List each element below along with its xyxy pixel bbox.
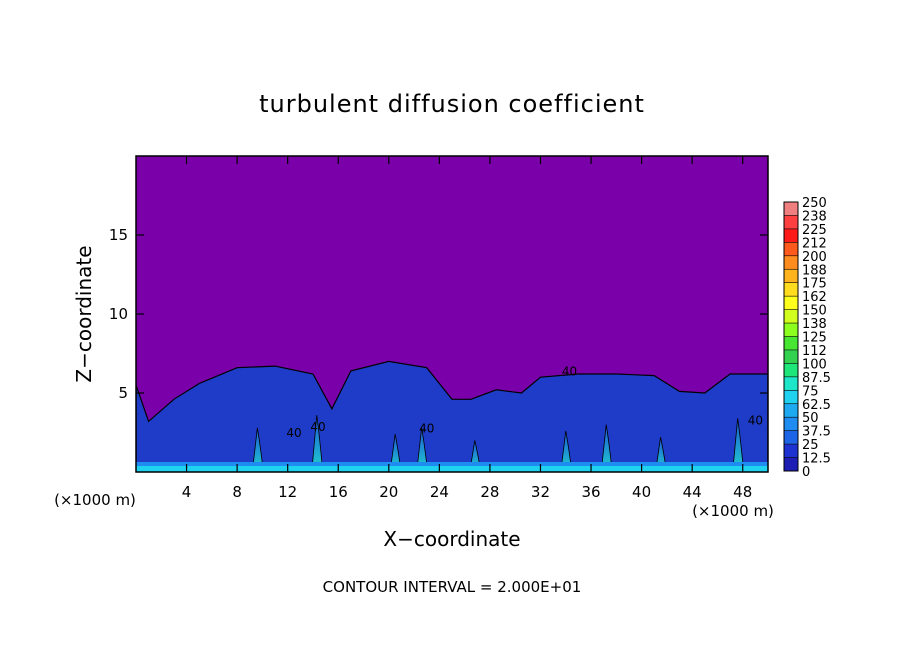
colorbar-swatch <box>784 349 798 364</box>
y-axis-label: Z−coordinate <box>72 245 96 382</box>
colorbar-label: 12.5 <box>802 452 831 467</box>
x-tick-label: 4 <box>182 483 192 501</box>
x-tick-label: 24 <box>430 483 449 501</box>
y-tick-label: 15 <box>109 226 128 244</box>
contour-label: 40 <box>419 422 434 436</box>
x-tick-label: 12 <box>278 483 297 501</box>
surface-layer-core <box>136 466 768 472</box>
turbulence-plume <box>311 415 324 472</box>
colorbar-label: 238 <box>802 209 827 224</box>
colorbar-swatch <box>784 444 798 458</box>
colorbar-label: 0 <box>802 465 810 480</box>
colorbar-label: 175 <box>802 277 827 292</box>
y-tick-label: 5 <box>118 384 128 402</box>
colorbar-label: 200 <box>802 250 827 265</box>
colorbar-label: 125 <box>802 331 827 346</box>
contour-label: 40 <box>310 420 325 434</box>
contour-label: 40 <box>286 426 301 440</box>
chart-title: turbulent diffusion coefficient <box>259 90 645 118</box>
x-tick-label: 16 <box>329 483 348 501</box>
colorbar-swatch <box>784 309 798 324</box>
plot-area: 40 40 40 40 40 <box>135 155 769 473</box>
colorbar-swatch <box>784 457 798 471</box>
x-unit-label-right: (×1000 m) <box>692 502 774 520</box>
colorbar-label: 250 <box>802 196 827 211</box>
x-tick-label: 48 <box>733 483 752 501</box>
colorbar: 2502382252122001881751621501381251121008… <box>783 196 831 480</box>
colorbar-swatch <box>784 296 798 310</box>
colorbar-swatch <box>784 403 798 418</box>
x-axis-label: X−coordinate <box>383 527 520 551</box>
colorbar-swatch <box>784 228 798 243</box>
contour-interval-note: CONTOUR INTERVAL = 2.000E+01 <box>323 578 582 596</box>
x-tick-label: 32 <box>531 483 550 501</box>
colorbar-label: 112 <box>802 344 827 359</box>
colorbar-swatch <box>784 323 798 337</box>
colorbar-swatch <box>784 242 798 256</box>
contour-label: 40 <box>562 365 577 379</box>
colorbar-label: 138 <box>802 317 827 332</box>
colorbar-label: 150 <box>802 304 827 319</box>
colorbar-swatch <box>784 363 798 377</box>
colorbar-swatch <box>784 282 798 297</box>
colorbar-label: 87.5 <box>802 371 831 386</box>
colorbar-swatch <box>784 390 798 404</box>
contour-label: 40 <box>748 414 763 428</box>
x-tick-label: 44 <box>683 483 702 501</box>
colorbar-label: 25 <box>802 438 819 453</box>
colorbar-label: 62.5 <box>802 398 831 413</box>
x-tick-label: 28 <box>480 483 499 501</box>
x-tick-label: 40 <box>632 483 651 501</box>
contour-labels: 40 40 40 40 40 <box>286 365 763 441</box>
colorbar-label: 188 <box>802 263 827 278</box>
colorbar-swatch <box>784 336 798 350</box>
colorbar-swatch <box>784 430 798 445</box>
colorbar-label: 225 <box>802 223 827 238</box>
colorbar-swatch <box>784 215 798 229</box>
y-axis: 5 10 15 <box>109 226 768 402</box>
colorbar-label: 50 <box>802 411 819 426</box>
turbulent-layer <box>136 360 768 472</box>
x-tick-label: 36 <box>581 483 600 501</box>
x-tick-label: 20 <box>379 483 398 501</box>
x-unit-label-left: (×1000 m) <box>54 491 136 509</box>
colorbar-swatch <box>784 202 798 216</box>
turbulence-plume <box>600 424 613 472</box>
colorbar-label: 100 <box>802 357 827 372</box>
y-tick-label: 10 <box>109 305 128 323</box>
colorbar-swatch <box>784 255 798 270</box>
colorbar-swatch <box>784 376 798 391</box>
x-tick-label: 8 <box>232 483 242 501</box>
colorbar-label: 37.5 <box>802 425 831 440</box>
colorbar-swatch <box>784 269 798 283</box>
colorbar-label: 162 <box>802 290 827 305</box>
x-axis: 4 8 12 16 20 24 28 32 36 40 44 48 <box>182 156 752 501</box>
turbulence-plume <box>732 418 745 472</box>
colorbar-label: 212 <box>802 236 827 251</box>
colorbar-label: 75 <box>802 384 819 399</box>
colorbar-swatch <box>784 417 798 431</box>
